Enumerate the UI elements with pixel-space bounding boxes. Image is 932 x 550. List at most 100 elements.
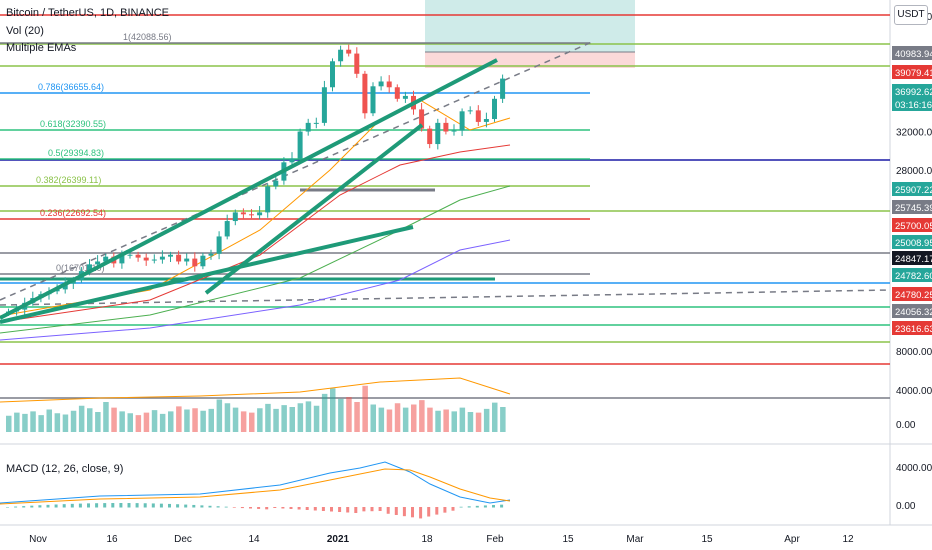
macd-histogram-bar — [451, 507, 455, 511]
price-tag: 36992.62 — [892, 84, 932, 98]
time-axis-tick-label: 15 — [701, 534, 713, 545]
candle — [135, 251, 141, 262]
volume-bar — [232, 407, 239, 432]
candle — [370, 82, 376, 117]
volume-bar — [224, 403, 231, 432]
macd-histogram-bar — [265, 507, 269, 510]
price-tag-bg — [892, 321, 932, 335]
candle-body — [200, 255, 206, 267]
macd-histogram-bar — [378, 507, 382, 512]
candle-body — [184, 258, 190, 262]
volume-bar — [467, 412, 474, 432]
ema-indicator-label[interactable]: Multiple EMAs — [6, 42, 77, 54]
candle — [321, 80, 327, 126]
volume-bar — [330, 388, 336, 432]
volume-bar — [402, 407, 409, 432]
fib-level-label: 0.382(26399.11) — [36, 175, 101, 185]
candle — [200, 252, 206, 270]
currency-button[interactable]: USDT — [894, 5, 928, 25]
volume-bar — [297, 403, 304, 432]
fib-level-label: 0.5(29394.83) — [48, 148, 104, 158]
time-axis-tick-label: 18 — [421, 534, 433, 545]
macd-histogram-bar — [370, 507, 374, 512]
volume-bar — [176, 406, 182, 432]
price-tag-bg — [892, 304, 932, 318]
fib-level-label: 0(16701.10) — [56, 263, 105, 273]
macd-histogram-bar — [289, 507, 293, 509]
macd-histogram-bar — [103, 503, 107, 508]
volume-bar — [427, 407, 433, 432]
candle-body — [289, 158, 295, 163]
candle — [483, 112, 489, 128]
price-tag-bg — [892, 218, 932, 232]
macd-line — [0, 461, 511, 504]
macd-histogram-bar — [184, 504, 188, 508]
candle-body — [354, 53, 360, 74]
candle-body — [135, 254, 141, 258]
macd-histogram-bar — [95, 503, 99, 508]
candle — [143, 253, 149, 266]
macd-histogram-bar — [232, 507, 236, 508]
macd-histogram-bar — [459, 506, 463, 508]
candle — [249, 209, 254, 219]
candle — [224, 214, 230, 240]
macd-histogram-bar — [22, 506, 26, 508]
volume-bar — [127, 413, 133, 432]
price-tag-bg — [892, 65, 932, 79]
candle — [240, 208, 246, 220]
stop-zone — [425, 52, 635, 68]
price-tag-bg — [892, 97, 932, 111]
price-tag: 24056.32 — [892, 304, 932, 318]
macd-histogram-bar — [127, 503, 131, 508]
price-tag: 40983.94 — [892, 46, 932, 60]
volume-bar — [30, 411, 36, 432]
macd-histogram-bar — [216, 506, 220, 508]
price-tag: 24780.25 — [892, 287, 932, 301]
volume-bar — [500, 407, 506, 432]
macd-histogram-bar — [168, 503, 171, 508]
time-axis-tick-label: 15 — [562, 534, 574, 545]
candle-body — [103, 256, 109, 262]
price-tag-text: 23616.63 — [895, 324, 932, 335]
candle — [151, 254, 157, 264]
volume-bar — [103, 402, 109, 432]
candle — [346, 44, 352, 57]
ema-200-line — [0, 239, 511, 341]
volume-bar — [62, 414, 69, 432]
volume-bar — [95, 412, 101, 432]
volume-bar — [143, 412, 150, 432]
macd-histogram-bar — [119, 503, 123, 508]
candle — [176, 250, 182, 265]
volume-bar — [257, 408, 263, 432]
volume-bar — [22, 413, 28, 432]
time-axis-tick-label: Nov — [29, 534, 47, 545]
fib-level-label: 0.786(36655.64) — [38, 82, 104, 92]
volume-bar — [78, 405, 85, 432]
macd-histogram-bar — [402, 507, 406, 517]
candle — [305, 118, 311, 136]
macd-histogram-bar — [281, 507, 285, 509]
candle-body — [402, 95, 408, 99]
candle — [184, 253, 190, 266]
candle — [192, 252, 198, 272]
volume-bar — [87, 408, 93, 432]
candle — [386, 75, 392, 93]
price-tag-bg — [892, 84, 932, 98]
volume-bar — [168, 411, 174, 432]
candle-body — [119, 255, 125, 264]
price-tag-text: 25008.95 — [895, 238, 932, 249]
price-axis-tick-label: 28000.00 — [896, 166, 932, 177]
candle-body — [87, 264, 92, 272]
candle — [459, 108, 465, 136]
volume-bar — [354, 402, 360, 432]
macd-histogram-bar — [78, 503, 82, 508]
volume-indicator-label[interactable]: Vol (20) — [6, 25, 44, 37]
macd-indicator-label[interactable]: MACD (12, 26, close, 9) — [6, 463, 124, 475]
price-tag: 23616.63 — [892, 321, 932, 335]
candle-body — [394, 87, 400, 99]
price-tag-text: 24847.17 — [895, 254, 932, 265]
price-tag-bg — [892, 46, 932, 60]
dashed-projection-high — [0, 41, 593, 301]
dashed-projection-low — [0, 289, 891, 306]
